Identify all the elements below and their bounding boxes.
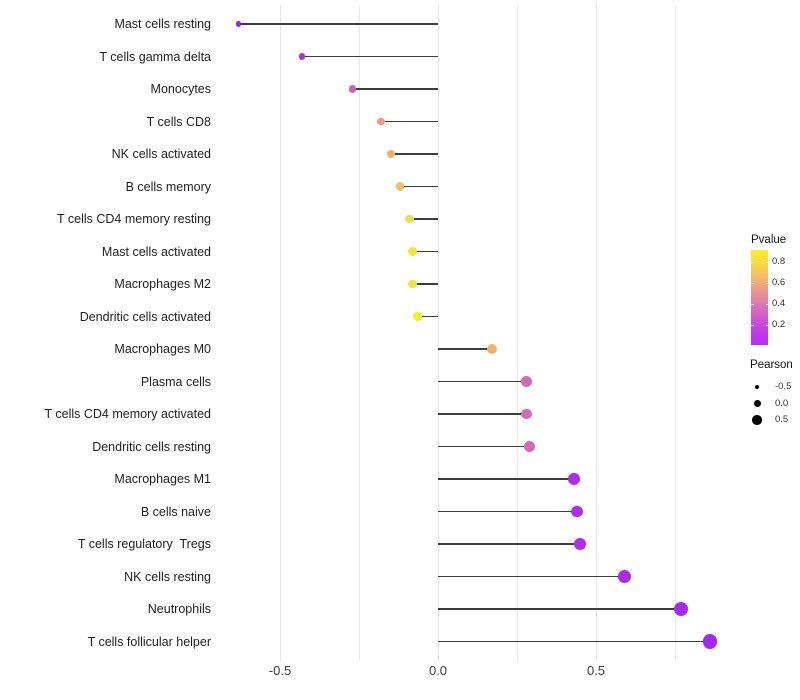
lollipop-dot xyxy=(571,505,583,518)
lollipop-dot xyxy=(524,441,536,452)
x-axis-tick-label: -0.5 xyxy=(268,663,292,678)
colorbar-tick-mark xyxy=(765,304,768,305)
x-axis-tick-label: 0.0 xyxy=(428,663,448,678)
lollipop-dot xyxy=(574,538,587,550)
lollipop-stem xyxy=(438,445,530,448)
pvalue-tick-label: 0.2 xyxy=(772,319,786,330)
colorbar-tick-mark xyxy=(751,283,754,284)
category-label: B cells naive xyxy=(140,504,211,519)
lollipop-stem xyxy=(417,315,438,318)
category-label: Macrophages M0 xyxy=(114,342,211,356)
lollipop-dot xyxy=(618,570,631,583)
colorbar-tick-mark xyxy=(765,283,768,284)
lollipop-stem xyxy=(409,218,438,220)
lollipop-dot xyxy=(408,247,417,256)
lollipop-dot xyxy=(521,408,532,420)
category-label: Monocytes xyxy=(150,82,211,96)
lollipop-dot xyxy=(236,21,242,27)
gridline-minor xyxy=(675,5,676,661)
lollipop-dot xyxy=(405,214,414,224)
lollipop-dot xyxy=(408,279,417,289)
gridline-major xyxy=(438,5,439,661)
category-label: Mast cells activated xyxy=(101,244,211,259)
pvalue-tick-label: 0.8 xyxy=(772,256,786,267)
colorbar-tick-mark xyxy=(751,325,754,326)
y-axis-labels: Mast cells resting T cells gamma delta Mon… xyxy=(0,5,212,661)
lollipop-stem xyxy=(438,478,574,480)
category-label: Macrophages M1 xyxy=(114,472,211,486)
colorbar-tick-mark xyxy=(751,262,754,263)
pvalue-colorbar-gradient xyxy=(751,250,768,345)
plot-panel xyxy=(217,5,734,661)
colorbar-tick-mark xyxy=(765,325,768,326)
category-label: B cells memory xyxy=(125,179,211,194)
pvalue-tick-label: 0.4 xyxy=(772,298,786,309)
lollipop-stem xyxy=(438,348,492,350)
category-label: T cells CD8 xyxy=(146,114,211,129)
lollipop-stem xyxy=(302,55,438,58)
lollipop-dot xyxy=(298,53,306,60)
lollipop-dot xyxy=(674,602,689,616)
lollipop-stem xyxy=(381,120,438,123)
category-label: Neutrophils xyxy=(147,602,211,616)
gridline-minor xyxy=(359,5,360,661)
category-label: T cells regulatory Tregs xyxy=(77,537,211,551)
category-label: Dendritic cells resting xyxy=(92,439,211,454)
lollipop-stem xyxy=(412,283,438,285)
lollipop-stem xyxy=(438,608,682,610)
gridline-major xyxy=(280,5,281,661)
pearson-size-dot xyxy=(753,400,761,407)
category-label: T cells gamma delta xyxy=(99,49,211,64)
pearson-size-label: -0.5 xyxy=(775,381,792,392)
x-axis-tick-label: 0.5 xyxy=(586,663,606,678)
category-label: T cells CD4 memory resting xyxy=(57,212,211,226)
category-label: T cells follicular helper xyxy=(87,634,211,649)
category-label: Macrophages M2 xyxy=(114,277,211,291)
pearson-legend-title: Pearson xyxy=(750,359,793,371)
colorbar-tick-mark xyxy=(751,304,754,305)
gridline-minor xyxy=(517,5,518,661)
lollipop-stem xyxy=(438,380,527,383)
pvalue-legend-title: Pvalue xyxy=(751,234,787,246)
lollipop-stem xyxy=(412,250,438,253)
lollipop-stem xyxy=(238,23,438,25)
lollipop-dot xyxy=(386,149,395,159)
pearson-size-dot xyxy=(752,415,762,425)
lollipop-dot xyxy=(486,343,497,355)
pearson-size-dot xyxy=(754,384,760,390)
category-label: T cells CD4 memory activated xyxy=(44,407,212,421)
pearson-size-label: 0.0 xyxy=(775,397,789,409)
pearson-size-label: 0.5 xyxy=(775,414,789,425)
lollipop-stem xyxy=(390,153,438,155)
lollipop-dot xyxy=(413,312,422,321)
category-label: NK cells activated xyxy=(111,147,211,161)
category-label: Mast cells resting xyxy=(114,17,211,31)
gridline-major xyxy=(596,5,597,661)
lollipop-dot xyxy=(567,473,580,485)
category-label: Plasma cells xyxy=(140,374,211,389)
lollipop-stem xyxy=(438,510,578,513)
lollipop-dot xyxy=(395,182,405,191)
lollipop-dot xyxy=(702,634,717,649)
lollipop-dot xyxy=(377,117,386,126)
lollipop-stem xyxy=(438,640,710,643)
lollipop-stem xyxy=(352,88,438,90)
lollipop-stem xyxy=(438,575,625,578)
category-label: NK cells resting xyxy=(124,569,211,584)
lollipop-stem xyxy=(400,185,438,188)
lollipop-dot xyxy=(521,376,532,387)
category-label: Dendritic cells activated xyxy=(79,309,211,324)
lollipop-stem xyxy=(438,543,581,545)
lollipop-dot xyxy=(348,85,357,93)
pvalue-tick-label: 0.6 xyxy=(772,277,786,288)
colorbar-tick-mark xyxy=(765,262,768,263)
lollipop-stem xyxy=(438,413,527,415)
